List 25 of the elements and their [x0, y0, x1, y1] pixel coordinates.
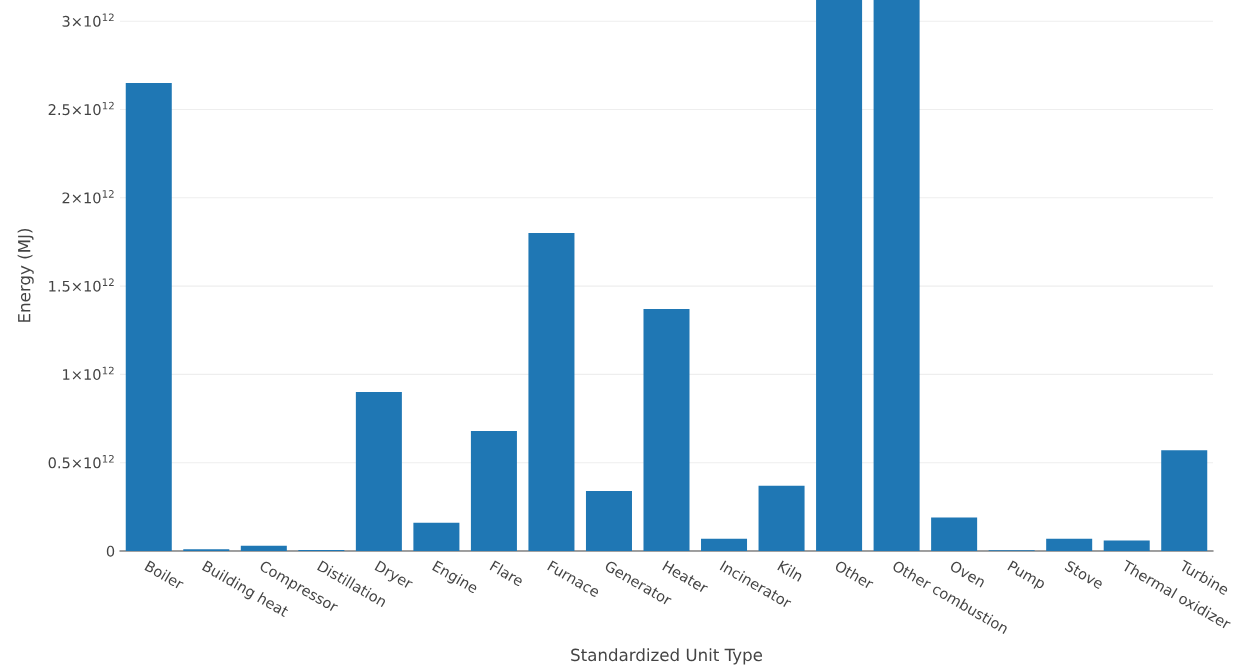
bar [240, 545, 287, 551]
bar [758, 485, 805, 551]
y-tick-label: 2×10$^{12}$ [62, 190, 114, 204]
bar [1046, 538, 1093, 551]
bar [701, 538, 748, 551]
x-axis-title: Standardized Unit Type [571, 648, 763, 665]
bar [1103, 540, 1150, 551]
y-tick-label: 0 [106, 545, 115, 557]
bar [413, 522, 460, 551]
y-tick-label: 2.5×10$^{12}$ [48, 101, 114, 116]
bar [816, 0, 863, 551]
bar [585, 490, 632, 551]
y-tick-label: 0.5×10$^{12}$ [48, 454, 114, 469]
bar [470, 430, 517, 551]
bar [931, 517, 978, 551]
y-tick-label: 1.5×10$^{12}$ [49, 278, 114, 292]
bar [125, 83, 172, 551]
bar [1161, 450, 1208, 551]
bar [528, 233, 575, 551]
bar [643, 309, 690, 551]
bar [355, 392, 402, 551]
y-tick-label: 1×10$^{12}$ [63, 366, 114, 381]
bar [873, 0, 920, 551]
y-axis-title: Energy (MJ) [17, 228, 34, 322]
y-tick-label: 3×10$^{12}$ [62, 13, 114, 27]
